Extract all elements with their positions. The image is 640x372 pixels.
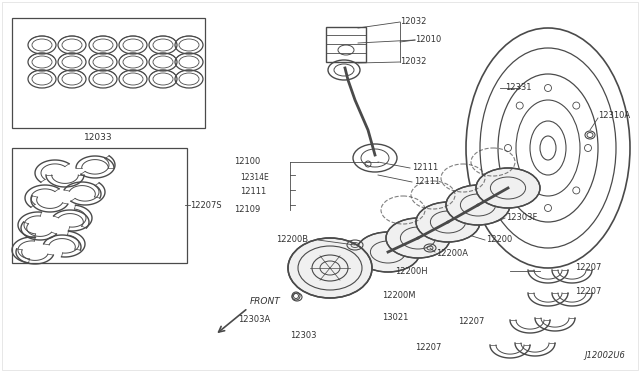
Text: 12200B: 12200B xyxy=(276,235,308,244)
Text: 12331: 12331 xyxy=(505,83,531,93)
Text: 12207: 12207 xyxy=(575,263,602,273)
Text: 12111: 12111 xyxy=(240,187,266,196)
Text: 12032: 12032 xyxy=(400,58,426,67)
Text: 12207S: 12207S xyxy=(190,201,221,209)
Ellipse shape xyxy=(356,232,420,272)
Text: 12033: 12033 xyxy=(84,133,112,142)
Ellipse shape xyxy=(416,202,480,242)
Text: 12200: 12200 xyxy=(486,235,512,244)
Bar xyxy=(12,18,205,128)
Text: 12303A: 12303A xyxy=(238,315,270,324)
Text: 12207: 12207 xyxy=(415,343,442,352)
Text: 12200M: 12200M xyxy=(382,292,415,301)
Text: 12200A: 12200A xyxy=(436,250,468,259)
Text: 12207: 12207 xyxy=(575,288,602,296)
Text: 12032: 12032 xyxy=(400,17,426,26)
Text: 12010: 12010 xyxy=(415,35,441,45)
Ellipse shape xyxy=(476,168,540,208)
Text: FRONT: FRONT xyxy=(250,297,281,306)
Text: 12303F: 12303F xyxy=(506,214,538,222)
Text: 12100: 12100 xyxy=(234,157,260,167)
Text: 12200H: 12200H xyxy=(395,267,428,276)
Ellipse shape xyxy=(288,238,372,298)
Text: 13021: 13021 xyxy=(382,314,408,323)
Text: J12002U6: J12002U6 xyxy=(584,351,625,360)
Bar xyxy=(326,27,366,62)
Text: 12310A: 12310A xyxy=(598,110,630,119)
Text: 12111: 12111 xyxy=(412,164,438,173)
Text: 12314E: 12314E xyxy=(240,173,269,183)
Text: 12109: 12109 xyxy=(234,205,260,215)
Ellipse shape xyxy=(386,218,450,258)
Text: 12207: 12207 xyxy=(458,317,484,327)
Text: 12303: 12303 xyxy=(290,331,317,340)
Text: 12111: 12111 xyxy=(414,177,440,186)
Ellipse shape xyxy=(446,185,510,225)
Bar xyxy=(12,148,187,263)
